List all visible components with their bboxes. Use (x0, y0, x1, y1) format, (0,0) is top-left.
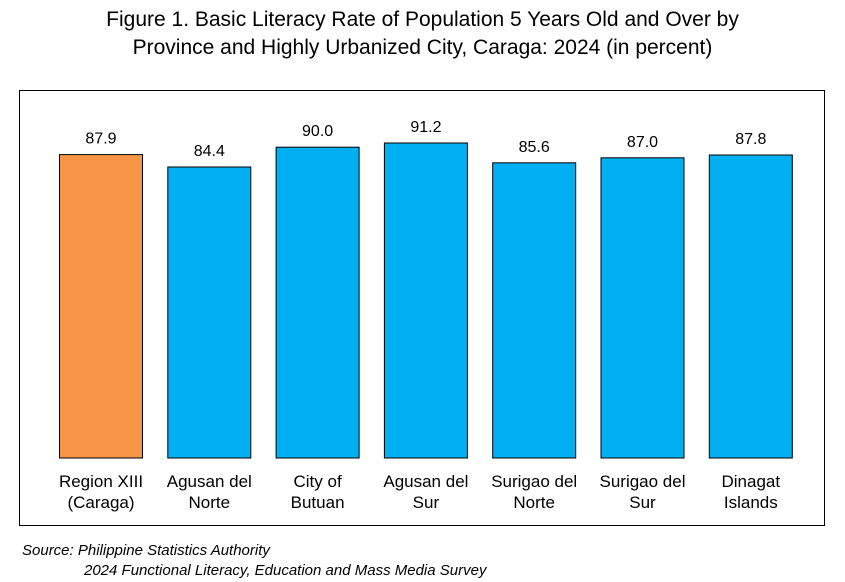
chart-title: Figure 1. Basic Literacy Rate of Populat… (0, 6, 845, 62)
bar-3 (275, 146, 360, 459)
category-label-5-line-1: Surigao del (491, 472, 577, 491)
data-label-7: 87.8 (735, 131, 766, 148)
bar-7 (708, 154, 793, 459)
data-label-2: 84.4 (194, 143, 225, 160)
bar-5 (492, 162, 577, 459)
data-label-1: 87.9 (85, 131, 116, 148)
data-label-3: 90.0 (302, 123, 333, 140)
category-label-1-line-2: (Caraga) (67, 493, 134, 512)
category-label-2-line-2: Norte (189, 493, 231, 512)
category-label-2-line-1: Agusan del (167, 472, 252, 491)
category-label-3-line-2: Butuan (291, 493, 345, 512)
data-label-4: 91.2 (410, 119, 441, 136)
data-label-6: 87.0 (627, 134, 658, 151)
category-label-4-line-1: Agusan del (383, 472, 468, 491)
source-line-1: Source: Philippine Statistics Authority (22, 542, 270, 559)
category-label-7-line-2: Islands (724, 493, 778, 512)
category-label-1-line-1: Region XIII (59, 472, 143, 491)
bar-4 (383, 142, 468, 459)
category-label-5-line-2: Norte (513, 493, 555, 512)
category-label-4-line-2: Sur (413, 493, 440, 512)
bar-2 (167, 166, 252, 459)
category-label-7-line-1: Dinagat (721, 472, 780, 491)
category-label-6-line-1: Surigao del (599, 472, 685, 491)
source-note: Source: Philippine Statistics Authority … (22, 541, 486, 581)
chart-title-line-1: Figure 1. Basic Literacy Rate of Populat… (106, 8, 739, 31)
chart-title-line-2: Province and Highly Urbanized City, Cara… (132, 36, 713, 59)
category-label-6-line-2: Sur (629, 493, 656, 512)
source-line-2: 2024 Functional Literacy, Education and … (84, 562, 487, 579)
plot-area (19, 90, 825, 526)
category-label-3-line-1: City of (294, 472, 342, 491)
data-label-5: 85.6 (519, 139, 550, 156)
bar-1 (59, 154, 143, 459)
bar-6 (600, 157, 685, 459)
